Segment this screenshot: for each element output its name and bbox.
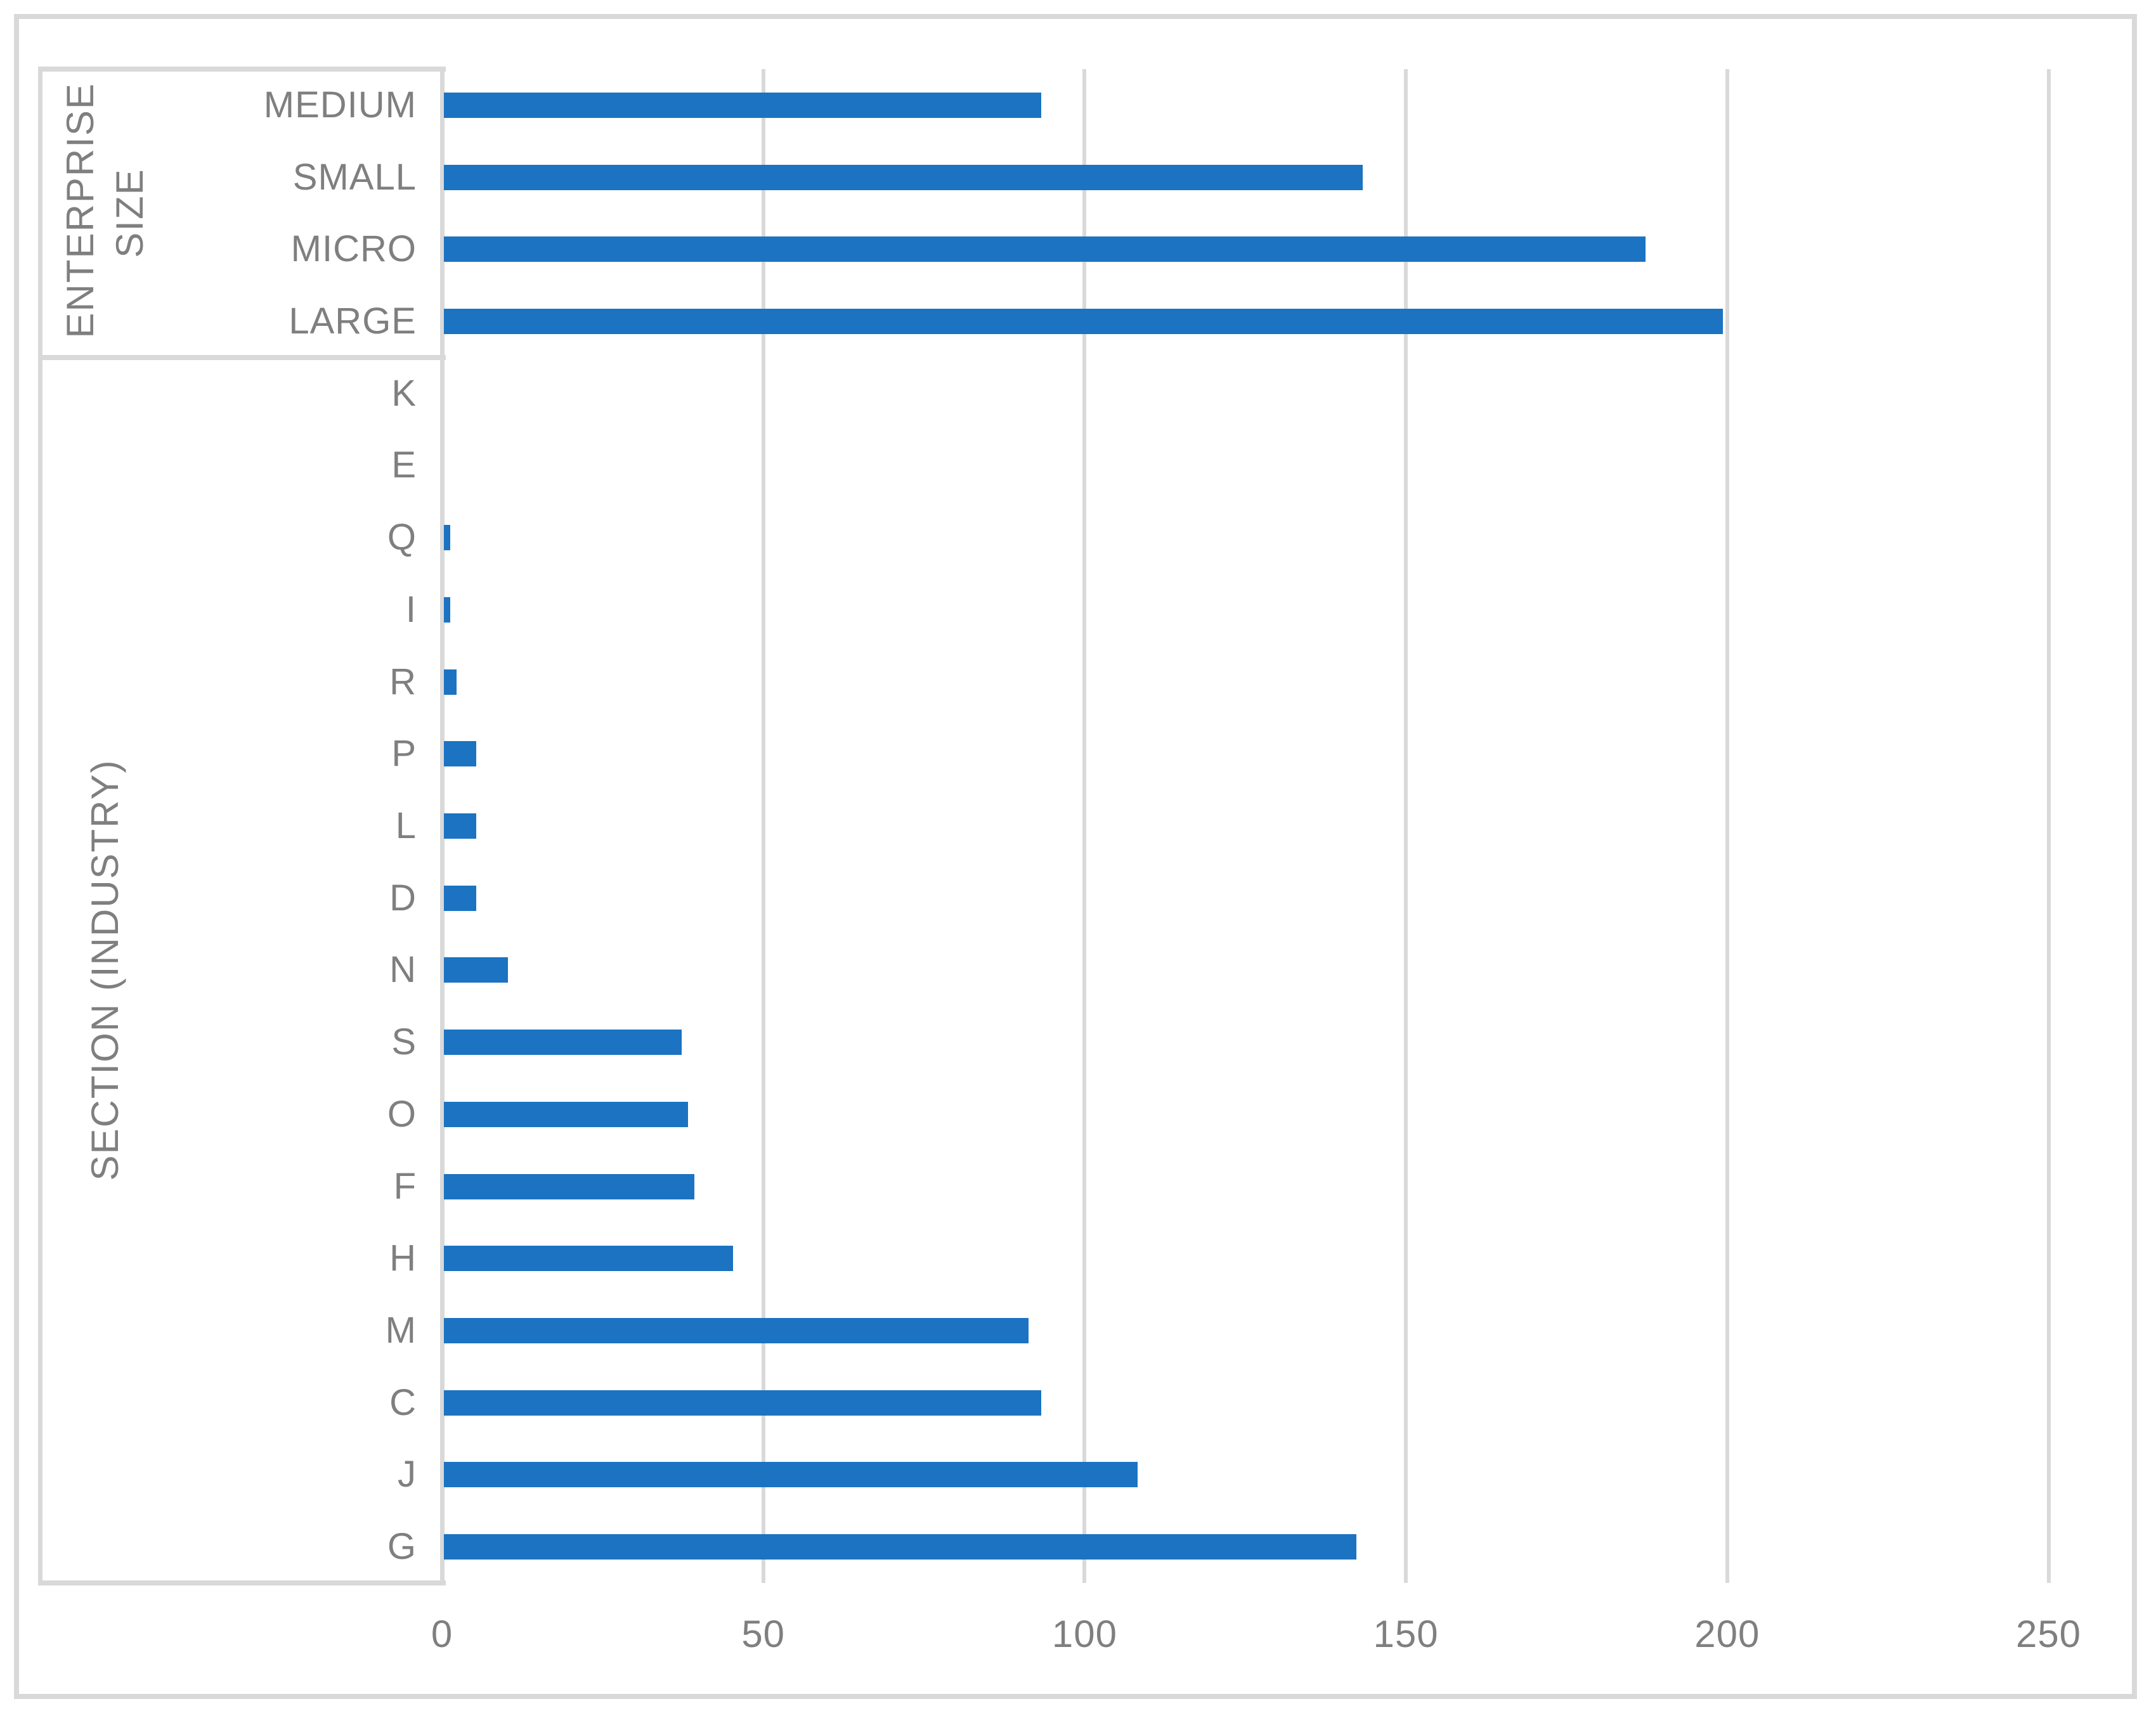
- category-label-MEDIUM: MEDIUM: [263, 84, 417, 126]
- bar-P: [444, 741, 476, 766]
- bar-H: [444, 1246, 733, 1271]
- gridline-200: [1725, 69, 1729, 1583]
- bar-J: [444, 1462, 1138, 1487]
- bar-I: [444, 597, 450, 623]
- category-label-MICRO: MICRO: [290, 228, 417, 269]
- x-tick-label-100: 100: [1051, 1613, 1117, 1655]
- gridline-150: [1404, 69, 1408, 1583]
- label-box-separator-2: [38, 1580, 446, 1586]
- bar-MEDIUM: [444, 93, 1041, 118]
- category-label-O: O: [387, 1094, 417, 1135]
- x-tick-label-50: 50: [741, 1613, 786, 1655]
- category-label-F: F: [393, 1166, 417, 1207]
- bar-LARGE: [444, 309, 1723, 334]
- category-label-R: R: [389, 661, 417, 702]
- bar-N: [444, 957, 508, 983]
- category-label-I: I: [405, 589, 417, 630]
- x-tick-label-200: 200: [1694, 1613, 1760, 1655]
- bar-S: [444, 1030, 682, 1055]
- category-label-E: E: [391, 444, 417, 486]
- bar-F: [444, 1174, 694, 1199]
- category-label-K: K: [391, 373, 417, 414]
- value-axis-line: [440, 69, 445, 1583]
- label-box-left-line: [38, 69, 42, 1583]
- gridline-250: [2046, 69, 2051, 1583]
- gridline-100: [1082, 69, 1087, 1583]
- group-label-section-industry: SECTION (INDUSTRY): [84, 759, 126, 1181]
- bar-L: [444, 813, 476, 839]
- label-box-separator-1: [38, 355, 446, 360]
- bar-M: [444, 1318, 1029, 1343]
- category-label-L: L: [395, 805, 417, 846]
- bar-G: [444, 1534, 1356, 1560]
- group-label-enterprise-size: ENTERPRISE SIZE: [59, 82, 151, 339]
- category-label-Q: Q: [387, 517, 417, 558]
- category-label-D: D: [389, 877, 417, 919]
- category-label-N: N: [389, 949, 417, 990]
- x-tick-label-250: 250: [2015, 1613, 2082, 1655]
- label-box-separator-0: [38, 67, 446, 72]
- gridline-50: [761, 69, 765, 1583]
- category-label-H: H: [389, 1237, 417, 1279]
- bar-R: [444, 669, 457, 695]
- x-tick-label-0: 0: [431, 1613, 453, 1655]
- bar-SMALL: [444, 165, 1363, 190]
- bar-O: [444, 1102, 688, 1127]
- category-label-LARGE: LARGE: [289, 300, 417, 342]
- category-label-S: S: [391, 1021, 417, 1062]
- category-label-SMALL: SMALL: [292, 157, 417, 198]
- chart-outer-border: [14, 14, 2137, 1699]
- bar-D: [444, 886, 476, 911]
- x-tick-label-150: 150: [1373, 1613, 1439, 1655]
- bar-C: [444, 1390, 1041, 1416]
- category-label-J: J: [398, 1454, 417, 1495]
- category-label-C: C: [389, 1382, 417, 1423]
- bar-MICRO: [444, 236, 1646, 262]
- category-label-P: P: [391, 733, 417, 774]
- category-label-M: M: [385, 1310, 417, 1351]
- bar-Q: [444, 525, 450, 550]
- category-label-G: G: [387, 1526, 417, 1567]
